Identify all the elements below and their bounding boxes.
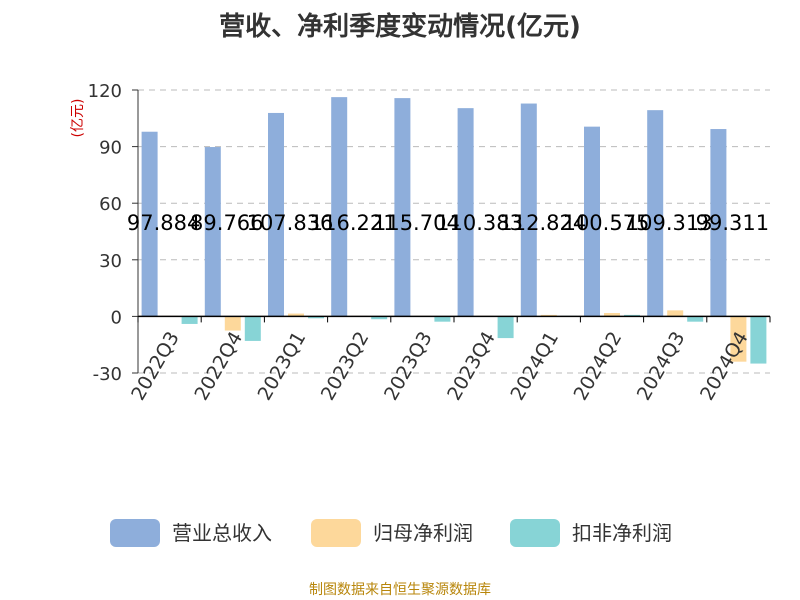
bar-net-profit [224,316,241,331]
data-label: 100.575 [563,211,650,235]
legend-item[interactable]: 扣非净利润 [510,519,672,547]
bar-revenue [394,98,411,317]
x-tick-label: 2023Q2 [317,328,374,404]
data-label: 115.704 [373,211,460,235]
legend-swatch [110,519,160,547]
bar-revenue [331,97,348,317]
y-axis-unit: (亿元) [70,99,86,138]
x-tick-label: 2023Q1 [254,328,311,404]
bar-revenue [647,110,664,317]
data-labels: 97.88489.766107.836116.221115.704110.383… [127,211,769,235]
bar-deducted-net-profit [624,314,640,317]
legend-item[interactable]: 归母净利润 [311,519,473,547]
x-tick-label: 2022Q4 [190,328,247,404]
bar-revenue [141,131,158,317]
x-axis-ticks: 2022Q3 2022Q4 2023Q1 2023Q2 2023Q3 2023Q4 2024… [127,328,753,404]
legend: 营业总收入 归母净利润 扣非净利润 [110,519,672,547]
data-label: 97.884 [127,211,200,235]
x-tick-label: 2024Q4 [696,328,753,404]
x-tick-label: 2024Q3 [633,328,690,404]
x-tick-label: 2023Q3 [380,328,437,404]
legend-swatch [311,519,361,547]
bar-revenue [710,129,727,317]
bar-net-profit [540,314,557,317]
chart-title: 营收、净利季度变动情况(亿元) [219,11,581,42]
x-tick-label: 2024Q2 [570,328,627,404]
data-label: 109.313 [626,211,713,235]
y-tick-label: 120 [88,81,122,102]
data-label: 99.311 [696,211,769,235]
y-tick-label: 30 [99,251,122,272]
legend-label: 营业总收入 [172,521,272,545]
y-tick-label: 60 [99,194,122,215]
legend-swatch [510,519,560,547]
bar-net-profit [730,316,747,362]
x-tick-label: 2022Q3 [127,328,184,404]
bar-deducted-net-profit [244,316,261,341]
bar-deducted-net-profit [687,316,704,322]
x-tick-label: 2024Q1 [506,328,563,404]
y-axis-ticks: 120 90 60 30 0 -30 [88,81,138,385]
data-label: 112.824 [499,211,586,235]
y-tick-label: 90 [99,138,122,159]
bar-net-profit [288,313,304,317]
x-tick-label: 2023Q4 [443,328,500,404]
bar-net-profit [667,310,684,317]
y-tick-label: 0 [111,307,122,328]
bar-revenue [268,112,284,317]
legend-label: 扣非净利润 [572,521,672,545]
legend-label: 归母净利润 [373,521,473,545]
bar-revenue [457,108,474,317]
y-tick-label: -30 [93,364,122,385]
x-axis [137,90,771,373]
bar-deducted-net-profit [750,316,767,364]
source-note: 制图数据来自恒生聚源数据库 [309,582,491,598]
bar-net-profit [604,313,620,317]
bar-deducted-net-profit [497,316,514,339]
legend-item[interactable]: 营业总收入 [110,519,272,547]
bar-deducted-net-profit [181,316,198,324]
bar-deducted-net-profit [434,316,451,322]
data-label: 89.766 [190,211,263,235]
bar-revenue [584,126,600,317]
bar-revenue [520,103,537,317]
data-label: 107.836 [247,211,334,235]
bar-deducted-net-profit [308,316,324,319]
data-label: 110.383 [436,211,523,235]
data-label: 116.221 [310,211,397,235]
bar-revenue [204,147,221,317]
bar-deducted-net-profit [371,316,388,320]
bars [141,97,767,364]
